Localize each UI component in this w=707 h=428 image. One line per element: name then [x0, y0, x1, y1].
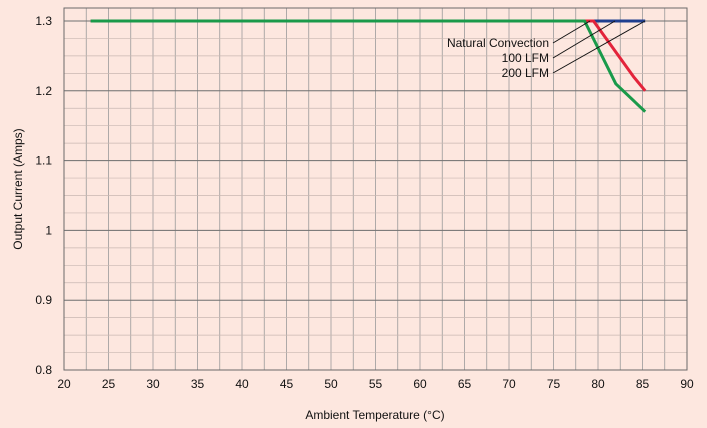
- x-tick-labels: 20 25 30 35 40 45 50 55 60 65 70 75 80 85 90: [57, 377, 694, 391]
- series-line-200-lfm: [90, 19, 647, 113]
- y-tick-label: 1.1: [35, 154, 52, 168]
- x-tick-label: 40: [235, 377, 249, 391]
- y-tick-labels: 0.8 0.9 1 1.1 1.2 1.3: [35, 14, 52, 377]
- y-tick-label: 1.2: [35, 84, 52, 98]
- plot-frame: [63, 7, 688, 371]
- annotation-natural-convection: Natural Convection: [447, 36, 549, 50]
- x-tick-label: 35: [191, 377, 205, 391]
- y-axis-label: Output Current (Amps): [11, 128, 25, 249]
- y-tick-label: 1.3: [35, 14, 52, 28]
- annotation-leader: [552, 20, 646, 74]
- x-tick-label: 55: [369, 377, 383, 391]
- series-lines: [90, 19, 647, 113]
- x-tick-label: 60: [413, 377, 427, 391]
- x-axis-label: Ambient Temperature (°C): [305, 408, 444, 422]
- annotation-leader: [552, 20, 616, 59]
- y-tick-label: 0.8: [35, 363, 52, 377]
- x-tick-label: 45: [280, 377, 294, 391]
- minor-grid: [63, 8, 688, 371]
- y-tick-label: 0.9: [35, 293, 52, 307]
- x-tick-label: 90: [680, 377, 694, 391]
- x-tick-label: 65: [458, 377, 472, 391]
- annotation-leader: [552, 20, 591, 44]
- x-tick-label: 20: [57, 377, 71, 391]
- x-tick-label: 75: [547, 377, 561, 391]
- y-tick-label: 1: [45, 223, 52, 237]
- x-tick-label: 25: [102, 377, 116, 391]
- x-tick-label: 85: [636, 377, 650, 391]
- annotation-200-lfm: 200 LFM: [502, 66, 549, 80]
- annotation-100-lfm: 100 LFM: [502, 51, 549, 65]
- x-tick-label: 80: [591, 377, 605, 391]
- x-tick-label: 50: [324, 377, 338, 391]
- x-tick-label: 30: [146, 377, 160, 391]
- x-tick-label: 70: [502, 377, 516, 391]
